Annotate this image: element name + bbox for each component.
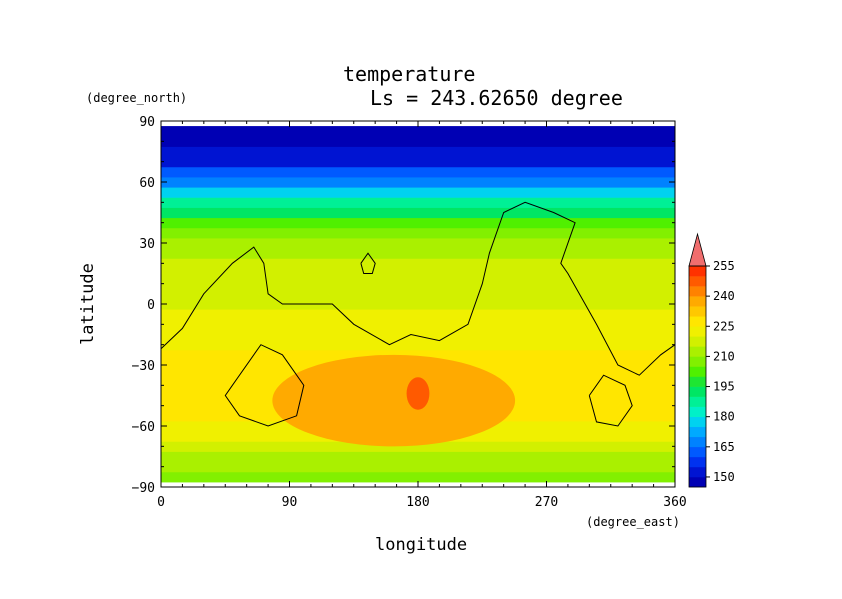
temperature-band [161,237,675,249]
y-tick-label: −60 [132,420,155,435]
x-axis-unit: (degree_east) [586,515,680,529]
colorbar-tick-label: 255 [713,259,735,273]
colorbar-segment [689,466,706,478]
colorbar-segment [689,416,706,428]
temperature-band [161,298,675,310]
colorbar-segment [689,316,706,327]
colorbar-segment [689,336,706,347]
x-axis-label: longitude [375,535,468,555]
colorbar-segment [689,396,706,407]
x-tick-label: 90 [282,495,298,510]
temperature-band [161,471,675,483]
colorbar-segment [689,476,706,488]
colorbar-segment [689,276,706,287]
colorbar-segment [689,436,706,448]
temperature-band [161,309,675,320]
temperature-band [161,319,675,330]
temperature-band [161,197,675,208]
temperature-band [161,278,675,290]
colorbar-tick-label: 150 [713,470,735,484]
y-axis-unit: (degree_north) [86,91,188,105]
x-tick-label: 180 [406,495,429,510]
colorbar-segment [689,296,706,307]
temperature-band [161,258,675,269]
temperature-band [161,217,675,229]
colorbar-segment [689,456,706,468]
y-tick-label: 30 [139,237,155,252]
temperature-band [161,288,675,300]
axes: 0 90 180 270 360 90 60 30 0 −30 −60 −90 [132,115,687,510]
colorbar-tick-label: 210 [713,349,735,363]
temperature-band [161,176,675,188]
colorbar-segment [689,286,706,297]
colorbar-segment [689,406,706,417]
y-tick-label: −90 [132,481,155,496]
temperature-band [161,187,675,198]
y-tick-label: 60 [139,176,155,191]
contour-line [588,374,633,427]
colorbar: 150 165 180 195 210 225 240 255 [688,232,735,488]
temperature-band [161,441,675,452]
temperature-band [161,461,675,473]
x-tick-label: 360 [663,495,686,510]
contour-line [224,344,305,427]
colorbar-segment [689,326,706,337]
temperature-band [161,166,675,178]
temperature-band [161,451,675,463]
warm-region [406,377,430,410]
colorbar-segment [689,426,706,438]
x-tick-label: 0 [157,495,165,510]
temperature-band [161,136,675,147]
colorbar-tick-label: 225 [713,319,735,333]
temperature-band [161,146,675,158]
warm-region [272,354,516,447]
topography-contours [160,201,676,427]
contour-line [360,252,376,274]
contour-line [160,201,676,376]
temperature-band [161,339,675,351]
y-tick-label: −30 [132,359,155,374]
x-tick-label: 270 [535,495,558,510]
temperature-band [161,329,675,341]
y-tick-label: 0 [147,298,155,313]
colorbar-segment [689,386,706,397]
colorbar-tick-label: 180 [713,410,735,424]
temperature-band [161,248,675,259]
colorbar-segment [689,306,706,317]
temperature-band [161,227,675,239]
temperature-band [161,207,675,219]
colorbar-segment [689,446,706,458]
colorbar-extend-arrow [688,232,707,267]
temperature-band [161,268,675,280]
temperature-band [161,349,675,361]
colorbar-frame [688,265,707,488]
colorbar-tick-label: 165 [713,440,735,454]
y-axis-label: latitude [78,263,98,345]
colorbar-segment [689,356,706,367]
temperature-band [161,126,675,137]
chart-subtitle: Ls = 243.62650 degree [370,86,623,110]
chart-title: temperature [343,62,476,86]
colorbar-segment [689,366,706,377]
colorbar-segment [689,266,706,277]
colorbar-tick-label: 195 [713,380,735,394]
warm-regions [272,354,516,447]
temperature-band [161,156,675,168]
colorbar-segment [689,376,706,387]
colorbar-tick-label: 240 [713,289,735,303]
y-tick-label: 90 [139,115,155,130]
colorbar-segment [689,346,706,357]
